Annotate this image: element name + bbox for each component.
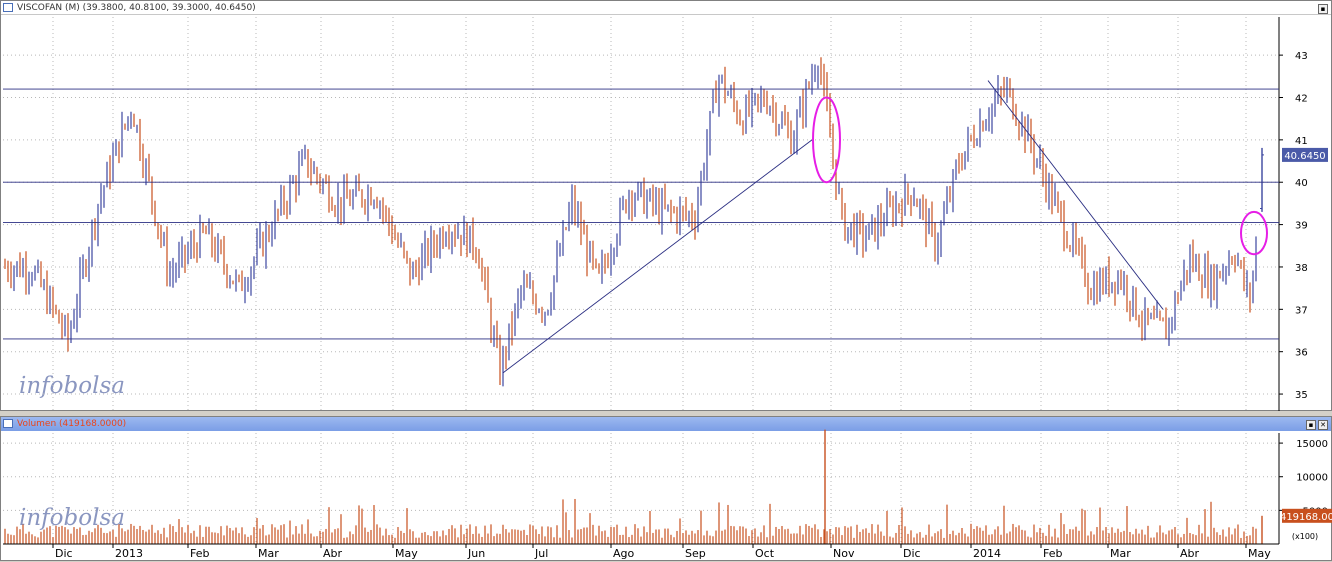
x-tick-label: Dic bbox=[903, 547, 921, 560]
price-panel-titlebar: VISCOFAN (M) (39.3800, 40.8100, 39.3000,… bbox=[1, 1, 1331, 15]
x-tick-label: Jun bbox=[467, 547, 485, 560]
last-volume-label: 419168.00 bbox=[1280, 512, 1332, 523]
y-tick-label: 10000 bbox=[1296, 473, 1328, 484]
x-tick-label: Ago bbox=[613, 547, 635, 560]
maximize-button[interactable]: ▪ bbox=[1318, 4, 1328, 14]
y-tick-label: 41 bbox=[1295, 136, 1308, 147]
y-tick-label: 15000 bbox=[1296, 439, 1328, 450]
highlight-ellipse bbox=[1240, 210, 1268, 256]
volume-panel: Volumen (419168.0000) ▪✕ infobolsa500010… bbox=[0, 416, 1332, 561]
maximize-button[interactable]: ▪ bbox=[1306, 420, 1316, 430]
trendline bbox=[987, 80, 1164, 310]
volume-chart: infobolsa50001000015000419168.00(x100)Di… bbox=[3, 429, 1332, 560]
price-chart: infobolsa 35 36 37 38 39 40 41 42 43 40.6450 bbox=[3, 17, 1328, 411]
x-tick-label: Mar bbox=[1110, 547, 1131, 560]
volume-window-buttons: ▪ ✕ bbox=[1304, 418, 1328, 432]
x-tick-label: Feb bbox=[1043, 547, 1062, 560]
y-tick-label: 42 bbox=[1295, 93, 1308, 104]
x-tick-label: May bbox=[1248, 547, 1271, 560]
x-tick-label: Mar bbox=[258, 547, 279, 560]
x-tick-label: Abr bbox=[323, 547, 343, 560]
price-panel-title: VISCOFAN (M) (39.3800, 40.8100, 39.3000,… bbox=[17, 3, 256, 13]
watermark: infobolsa bbox=[19, 373, 125, 399]
volume-bars bbox=[4, 429, 1263, 544]
y-tick-label: 38 bbox=[1295, 263, 1308, 274]
y-tick-label: 37 bbox=[1295, 305, 1308, 316]
x-tick-label: 2013 bbox=[115, 547, 143, 560]
x-tick-label: May bbox=[395, 547, 418, 560]
x-tick-label: Jul bbox=[534, 547, 548, 560]
y-tick-label: 40 bbox=[1295, 178, 1308, 189]
y-tick-label: 35 bbox=[1295, 390, 1308, 401]
volume-panel-titlebar: Volumen (419168.0000) ▪ ✕ bbox=[1, 417, 1331, 431]
y-tick-label: 43 bbox=[1295, 51, 1308, 62]
x-tick-label: Feb bbox=[190, 547, 209, 560]
last-volume-label-box bbox=[1282, 508, 1332, 523]
ohlc-bars bbox=[4, 57, 1264, 387]
window-icon bbox=[3, 419, 13, 428]
volume-panel-title: Volumen (419168.0000) bbox=[17, 419, 127, 429]
x-tick-label: Dic bbox=[55, 547, 73, 560]
highlight-ellipse bbox=[812, 96, 841, 184]
price-panel: VISCOFAN (M) (39.3800, 40.8100, 39.3000,… bbox=[0, 0, 1332, 411]
x-tick-label: Sep bbox=[685, 547, 706, 560]
x-tick-label: Nov bbox=[833, 547, 855, 560]
window-icon bbox=[3, 3, 13, 12]
x-tick-label: Abr bbox=[1180, 547, 1200, 560]
x-tick-label: 2014 bbox=[973, 547, 1001, 560]
x-tick-label: Oct bbox=[755, 547, 775, 560]
volume-multiplier-label: (x100) bbox=[1292, 532, 1318, 541]
last-price-label-box bbox=[1282, 147, 1328, 162]
trendline bbox=[502, 139, 813, 374]
last-price-label: 40.6450 bbox=[1284, 151, 1325, 162]
close-button[interactable]: ✕ bbox=[1318, 420, 1328, 430]
y-tick-label: 39 bbox=[1295, 221, 1308, 232]
watermark: infobolsa bbox=[19, 505, 125, 531]
price-window-buttons: ▪ bbox=[1316, 2, 1328, 16]
y-tick-label: 36 bbox=[1295, 348, 1308, 359]
